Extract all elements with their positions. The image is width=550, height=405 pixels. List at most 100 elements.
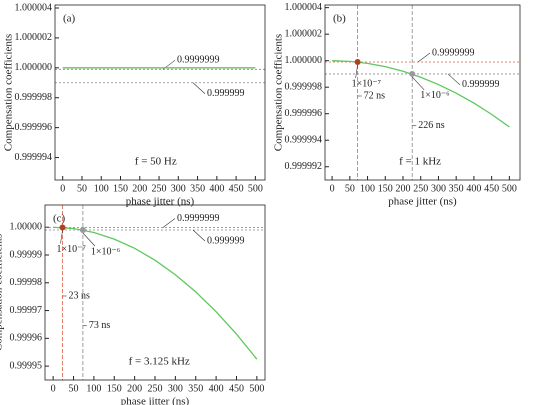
x-tick-label: 250 <box>152 183 167 194</box>
x-tick-label: 150 <box>113 183 128 194</box>
x-tick-label: 350 <box>188 383 203 394</box>
reference-label: 23 ns <box>69 290 91 301</box>
y-tick-label: 0.999998 <box>15 92 53 103</box>
x-tick-label: 50 <box>69 383 79 394</box>
panel-label: (a) <box>63 13 76 25</box>
point <box>354 59 361 66</box>
arrow <box>355 64 358 79</box>
y-tick-label: 0.999996 <box>15 122 53 133</box>
reference-label: 226 ns <box>418 120 445 131</box>
point <box>409 70 416 77</box>
arrow <box>417 52 431 63</box>
x-axis-label: phase jitter (ns) <box>388 196 457 208</box>
y-axis-label: Compensation coefficients <box>3 34 15 151</box>
x-axis-label: phase jitter (ns) <box>121 396 190 405</box>
x-tick-label: 200 <box>132 183 147 194</box>
x-tick-label: 450 <box>229 383 244 394</box>
x-tick-label: 400 <box>209 383 224 394</box>
y-tick-label: 0.999998 <box>285 81 323 92</box>
point-label: 1×10⁻⁷ <box>57 244 87 255</box>
plot-frame <box>324 4 521 181</box>
y-tick-label: 1.00000 <box>10 222 43 233</box>
x-tick-label: 200 <box>396 183 411 194</box>
y-tick-label: 1.000004 <box>285 2 323 13</box>
x-tick-label: 150 <box>107 383 122 394</box>
x-tick-label: 450 <box>484 183 499 194</box>
reference-label: 0.9999999 <box>177 213 220 224</box>
x-tick-label: 300 <box>168 383 183 394</box>
y-tick-label: 0.99996 <box>10 333 43 344</box>
x-tick-label: 350 <box>449 183 464 194</box>
x-tick-label: 250 <box>413 183 428 194</box>
y-tick-label: 0.999992 <box>285 161 323 172</box>
x-tick-label: 350 <box>190 183 205 194</box>
x-tick-label: 50 <box>345 183 355 194</box>
y-axis-label: Compensation coefficients <box>0 234 5 351</box>
point-label: 1×10⁻⁶ <box>91 246 121 257</box>
annotation: f = 1 kHz <box>399 156 441 168</box>
x-tick-label: 100 <box>94 183 109 194</box>
y-tick-label: 0.999994 <box>285 135 323 146</box>
x-tick-label: 0 <box>51 383 56 394</box>
point <box>59 224 66 231</box>
x-tick-label: 0 <box>330 183 335 194</box>
annotation: f = 50 Hz <box>135 156 177 168</box>
panel: 0 50 100 150 200 250 300 350 400 450 500 0.999994 0.… <box>3 2 266 208</box>
y-tick-label: 0.99997 <box>10 305 43 316</box>
arrow <box>411 76 425 91</box>
panel: 0 50 100 150 200 250 300 350 400 450 500 0.99995 0.9… <box>0 204 266 405</box>
y-tick-label: 0.999994 <box>15 152 53 163</box>
panel: 0 50 100 150 200 250 300 350 400 450 500 0.999992 0.… <box>273 2 521 208</box>
plot-frame <box>44 204 266 381</box>
reference-label: 0.9999999 <box>432 47 475 58</box>
x-tick-label: 300 <box>171 183 186 194</box>
panel-label: (b) <box>333 13 346 25</box>
x-tick-label: 500 <box>248 183 263 194</box>
x-tick-label: 100 <box>360 183 375 194</box>
x-tick-label: 500 <box>249 383 264 394</box>
reference-label: 0.999999 <box>462 79 500 90</box>
arrow <box>82 232 96 247</box>
x-tick-label: 450 <box>229 183 244 194</box>
arrow <box>192 229 206 242</box>
arrow <box>447 73 461 86</box>
reference-label: 72 ns <box>364 90 386 101</box>
y-tick-label: 0.999996 <box>285 108 323 119</box>
x-tick-label: 0 <box>60 183 65 194</box>
y-tick-label: 1.000000 <box>15 62 53 73</box>
y-axis-label: Compensation coefficients <box>273 34 285 151</box>
point-label: 1×10⁻⁶ <box>420 90 450 101</box>
x-tick-label: 100 <box>86 383 101 394</box>
panel-label: (c) <box>53 213 66 225</box>
y-tick-label: 0.99998 <box>10 277 43 288</box>
x-tick-label: 150 <box>378 183 393 194</box>
x-tick-label: 400 <box>466 183 481 194</box>
curve <box>332 60 510 128</box>
y-tick-label: 0.99995 <box>10 360 43 371</box>
arrow <box>192 82 206 94</box>
annotation: f = 3.125 kHz <box>129 356 190 368</box>
y-tick-label: 1.000004 <box>15 2 53 13</box>
x-tick-label: 400 <box>209 183 224 194</box>
x-tick-label: 300 <box>431 183 446 194</box>
arrow <box>162 218 176 228</box>
y-tick-label: 1.000002 <box>285 28 323 39</box>
arrow <box>60 230 63 244</box>
y-tick-label: 0.99999 <box>10 249 43 260</box>
x-tick-label: 200 <box>127 383 142 394</box>
point <box>79 227 86 233</box>
y-tick-label: 1.000002 <box>15 32 53 43</box>
x-axis-label: phase jitter (ns) <box>126 196 195 208</box>
y-tick-label: 1.000000 <box>285 55 323 66</box>
x-tick-label: 50 <box>77 183 87 194</box>
x-tick-label: 500 <box>502 183 517 194</box>
reference-label: 0.999999 <box>207 235 245 246</box>
point-label: 1×10⁻⁷ <box>352 78 382 89</box>
x-tick-label: 250 <box>148 383 163 394</box>
reference-label: 0.999999 <box>207 88 245 99</box>
reference-label: 73 ns <box>89 320 111 331</box>
curve <box>53 226 258 360</box>
reference-label: 0.9999999 <box>177 55 220 66</box>
plot-frame <box>54 4 266 181</box>
